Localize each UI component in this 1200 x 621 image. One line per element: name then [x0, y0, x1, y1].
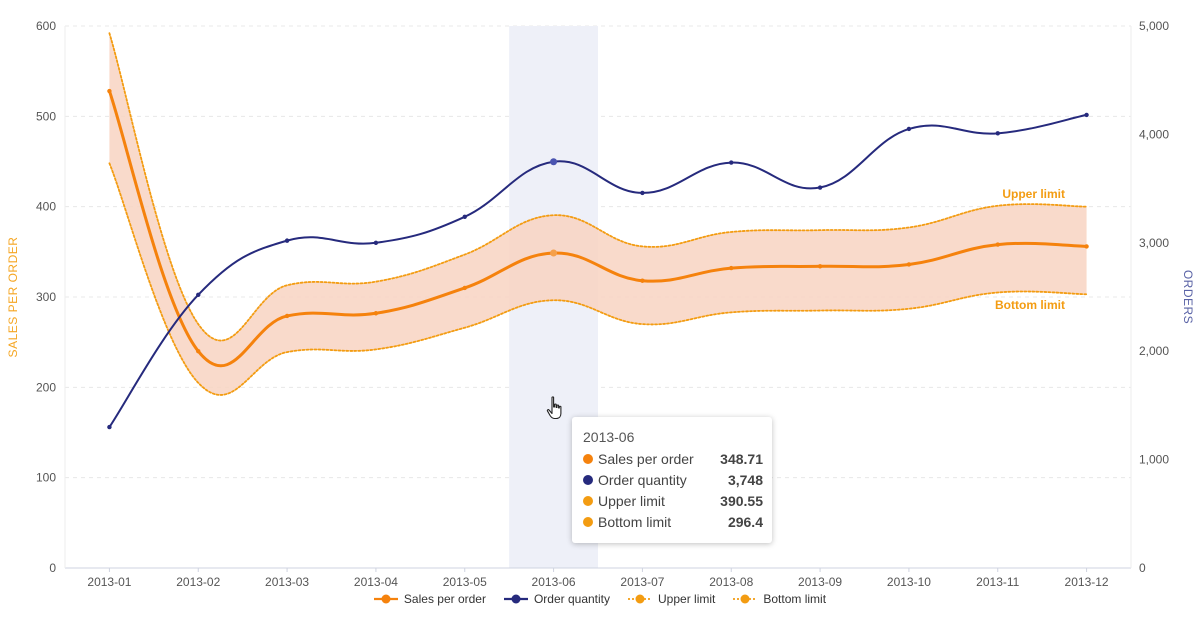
data-tooltip: 2013-06 Sales per order 348.71 Order qua… [572, 417, 772, 543]
x-tick-label: 2013-10 [887, 575, 931, 589]
data-point[interactable] [1084, 112, 1089, 118]
tooltip-row-upper: Upper limit 390.55 [583, 491, 763, 511]
tooltip-dot [583, 475, 593, 485]
data-point[interactable] [196, 292, 201, 298]
data-points [107, 88, 1089, 430]
series-line-bottom-limit [108, 162, 1088, 396]
data-point[interactable] [640, 278, 645, 283]
legend-swatch-icon [503, 594, 528, 604]
x-tick-label: 2013-04 [354, 575, 398, 589]
data-point[interactable] [550, 158, 558, 166]
x-tick-label: 2013-07 [620, 575, 664, 589]
legend-item-sales-per-order[interactable]: Sales per order [373, 592, 486, 606]
x-tick-label: 2013-08 [709, 575, 753, 589]
y-right-tick-label: 3,000 [1139, 236, 1169, 250]
legend-label: Upper limit [658, 592, 716, 606]
legend-marker [381, 594, 391, 604]
data-point[interactable] [817, 264, 823, 269]
legend-marker [511, 594, 521, 604]
series-line-upper-limit [108, 32, 1088, 342]
tooltip-label: Bottom limit [598, 514, 672, 530]
x-tick-label: 2013-05 [443, 575, 487, 589]
data-point[interactable] [373, 240, 379, 245]
data-point[interactable] [550, 249, 558, 257]
tooltip-row-orders: Order quantity 3,748 [583, 470, 763, 490]
x-tick-label: 2013-11 [976, 575, 1019, 589]
upper-limit-annotation: Upper limit [1002, 187, 1065, 201]
data-point[interactable] [906, 262, 912, 267]
data-point[interactable] [196, 349, 201, 354]
y-right-tick-label: 2,000 [1139, 344, 1169, 358]
x-tick-label: 2013-12 [1065, 575, 1109, 589]
y-left-tick-label: 500 [36, 109, 56, 123]
y-left-tick-label: 400 [36, 200, 56, 214]
confidence-band [109, 33, 1087, 395]
x-tick-label: 2013-03 [265, 575, 309, 589]
data-point[interactable] [284, 313, 290, 319]
tooltip-value: 296.4 [727, 514, 763, 530]
y-right-tick-label: 5,000 [1139, 19, 1169, 33]
legend-item-upper-limit[interactable]: Upper limit [628, 592, 715, 606]
tooltip-dot [583, 454, 593, 464]
data-point[interactable] [817, 185, 823, 190]
data-point[interactable] [107, 88, 112, 94]
axes: 0 100 200 300 400 500 600 0 1,000 2,000 3,000 4,000… [36, 19, 1169, 589]
tooltip-dot [583, 496, 593, 506]
y-left-tick-label: 0 [49, 561, 56, 575]
y-left-tick-label: 200 [36, 380, 56, 394]
legend-swatch-icon [733, 594, 758, 604]
y-axis-left-title: SALES PER ORDER [6, 237, 20, 358]
tooltip-row-sales: Sales per order 348.71 [583, 449, 763, 469]
tooltip-label: Order quantity [598, 472, 687, 488]
y-right-tick-label: 1,000 [1139, 453, 1169, 467]
tooltip-dot [583, 517, 593, 527]
chart-legend: Sales per order Order quantity Upper limit… [0, 592, 1200, 606]
x-tick-label: 2013-09 [798, 575, 842, 589]
tooltip-value: 390.55 [720, 493, 763, 509]
x-tick-label: 2013-02 [176, 575, 220, 589]
bottom-limit-annotation: Bottom limit [995, 298, 1065, 312]
tooltip-label: Sales per order [598, 451, 694, 467]
data-point[interactable] [462, 285, 467, 291]
y-left-tick-label: 100 [36, 471, 56, 485]
data-point[interactable] [729, 160, 734, 165]
tooltip-row-bottom: Bottom limit 296.4 [583, 512, 763, 532]
x-tick-label: 2013-06 [532, 575, 576, 589]
tooltip-value: 3,748 [727, 472, 763, 488]
y-left-tick-label: 300 [36, 290, 56, 304]
legend-label: Bottom limit [763, 592, 827, 606]
legend-label: Sales per order [403, 592, 486, 606]
y-right-tick-label: 0 [1139, 561, 1146, 575]
tooltip-title: 2013-06 [583, 429, 635, 445]
tooltip-label: Upper limit [598, 493, 665, 509]
data-point[interactable] [906, 126, 912, 132]
y-axis-right-title: ORDERS [1181, 270, 1195, 324]
data-point[interactable] [373, 311, 379, 316]
legend-marker [740, 594, 750, 604]
data-point[interactable] [640, 190, 645, 196]
data-point[interactable] [462, 214, 467, 219]
legend-marker [635, 594, 645, 604]
y-left-tick-label: 600 [36, 19, 56, 33]
legend-swatch-icon [373, 594, 398, 604]
data-point[interactable] [284, 238, 290, 243]
data-point[interactable] [1084, 244, 1089, 249]
data-point[interactable] [995, 242, 1000, 247]
data-point[interactable] [107, 424, 112, 430]
legend-swatch-icon [628, 594, 653, 604]
y-right-tick-label: 4,000 [1139, 127, 1169, 141]
x-tick-label: 2013-01 [87, 575, 131, 589]
data-point[interactable] [729, 265, 734, 271]
combo-chart: 0 100 200 300 400 500 600 0 1,000 2,000 3,000 4,000… [6, 19, 1195, 589]
hand-cursor-icon [546, 396, 562, 420]
tooltip-value: 348.71 [720, 451, 763, 467]
legend-item-bottom-limit[interactable]: Bottom limit [733, 592, 826, 606]
data-point[interactable] [995, 131, 1000, 136]
legend-item-order-quantity[interactable]: Order quantity [503, 592, 611, 606]
legend-label: Order quantity [533, 592, 611, 606]
